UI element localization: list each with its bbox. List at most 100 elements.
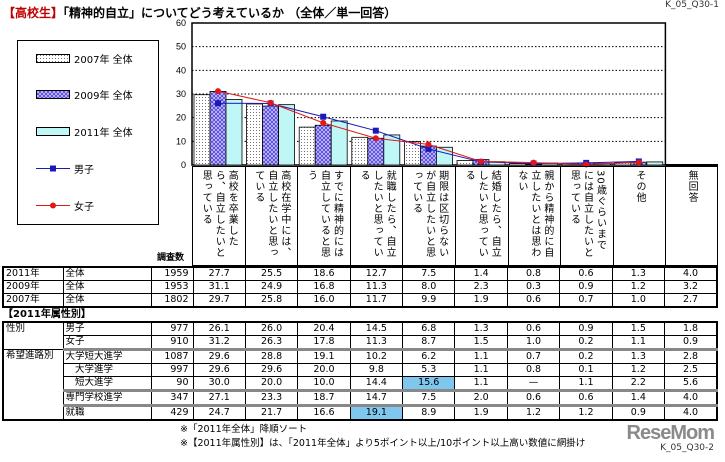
bar-2007 xyxy=(456,160,474,166)
title-tag: 【高校生】 xyxy=(3,6,64,20)
female-point xyxy=(215,88,221,95)
value-cell: 1.5 xyxy=(454,335,508,350)
category-label-cell: 高校在学中には、自立したいと思っている xyxy=(244,166,298,266)
bar-2011 xyxy=(646,161,664,166)
value-cell: 15.6 xyxy=(402,376,456,391)
bar-2009-swatch-icon xyxy=(36,90,70,99)
legend-label: 女子 xyxy=(74,202,94,213)
table-row: 2009年 全体 1953 31.1 24.9 16.8 11.3 8.0 2.3 0.3 0.9 1… xyxy=(2,280,718,294)
legend-label: 男子 xyxy=(74,165,94,176)
bar-2011 xyxy=(278,104,296,166)
value-cell: 1.0 xyxy=(506,335,561,350)
value-cell: 6.8 xyxy=(402,321,456,336)
value-cell: 0.6 xyxy=(506,293,561,308)
value-cell: 11.7 xyxy=(349,293,404,308)
value-cell: 23.3 xyxy=(244,389,299,406)
brand: ReseMom K_05_Q30-2 xyxy=(627,423,715,453)
value-cell: 26.3 xyxy=(244,335,299,350)
male-point xyxy=(372,127,379,134)
table-row: 希望進路別 大学短大進学 1087 29.6 28.8 19.1 10.2 6.2 1.1 0.7… xyxy=(2,348,718,420)
female-point xyxy=(372,135,379,142)
female-point xyxy=(478,158,484,165)
category-label: 結婚したら、自立したいと思っている xyxy=(463,170,501,258)
bar-2011 xyxy=(383,134,401,166)
value-cell: 8.7 xyxy=(402,335,456,350)
row-group: 性別 xyxy=(2,322,64,350)
bar-2009 xyxy=(314,124,332,166)
table-row: 女子 910 31.2 26.3 17.8 11.3 8.7 1.5 1.0 0.2 1.1 0.9 xyxy=(3,335,718,350)
male-point xyxy=(425,145,432,152)
value-cell: 1.2 xyxy=(611,363,666,377)
value-cell: 2.2 xyxy=(611,376,666,391)
row-group: 全体 xyxy=(62,266,152,281)
value-cell: 18.6 xyxy=(297,266,351,281)
value-cell: 26.0 xyxy=(244,321,299,336)
value-cell: 1.8 xyxy=(664,321,718,336)
row-group: 全体 xyxy=(62,280,152,294)
value-cell: 0.6 xyxy=(559,389,613,406)
row-n: 347 xyxy=(150,389,194,406)
category-label: 親から精神的に自立したいとは思わない xyxy=(515,170,553,258)
value-cell: 25.8 xyxy=(244,293,299,308)
category-label-cell: その他 xyxy=(612,166,666,266)
n-header: 調査数 xyxy=(157,253,185,263)
value-cell: 0.9 xyxy=(664,335,718,350)
value-cell: 4.0 xyxy=(664,404,718,421)
value-cell: 1.1 xyxy=(611,335,666,350)
value-cell: 25.5 xyxy=(244,266,299,281)
row-group: 全体 xyxy=(62,293,152,308)
row-label: 女子 xyxy=(62,335,152,350)
row-n: 977 xyxy=(150,321,194,336)
value-cell: 1.3 xyxy=(454,321,508,336)
row-label: 大学進学 xyxy=(62,363,152,377)
value-cell: 10.2 xyxy=(349,348,404,364)
value-cell: 0.9 xyxy=(611,404,666,421)
value-cell: 16.0 xyxy=(297,293,351,308)
category-labels: 高校を卒業したら、自立したいと思っている 高校在学中には、自立したいと思っているす… xyxy=(192,166,718,266)
value-cell: 1.1 xyxy=(454,376,508,391)
y-tick-label: 60 xyxy=(176,18,186,28)
slide-code-top: K_05_Q30-1 xyxy=(665,0,719,10)
row-n: 90 xyxy=(150,376,194,391)
value-cell: 24.9 xyxy=(244,280,299,294)
table-row: 大学進学 997 29.6 29.6 20.0 9.8 5.3 1.1 0.8 0.1 1.2 2.5 xyxy=(3,363,718,377)
value-cell: 9.8 xyxy=(349,363,404,377)
value-cell: 1.9 xyxy=(454,404,508,421)
row-n: 1802 xyxy=(150,293,194,308)
value-cell: 0.9 xyxy=(559,321,613,336)
value-cell: 14.4 xyxy=(349,376,404,391)
y-tick-label: 10 xyxy=(176,136,186,146)
value-cell: 17.8 xyxy=(297,335,351,350)
row-group: 希望進路別 xyxy=(2,349,64,420)
bar-2007 xyxy=(193,94,211,166)
value-cell: 11.3 xyxy=(349,280,404,294)
table-row: 2011年 全体 1959 27.7 25.5 18.6 12.7 7.5 1.4 0.8 0.6 1… xyxy=(2,266,718,281)
page-title: 【高校生】「精神的自立」についてどう考えているか （全体／単一回答） xyxy=(3,4,396,21)
table-row: 性別 男子 977 26.1 26.0 20.4 14.5 6.8 1.3 0.6 0.9 1.5 1.… xyxy=(2,321,718,350)
category-label-cell: 高校を卒業したら、自立したいと思っている xyxy=(192,166,245,266)
category-label: 高校在学中には、自立したいと思っている xyxy=(252,170,290,258)
slide-code-bottom: K_05_Q30-2 xyxy=(660,443,714,453)
row-year: 2007年 xyxy=(2,293,64,308)
legend-label: 2009年 全体 xyxy=(74,91,133,102)
bar-2011 xyxy=(225,99,243,166)
category-label: すでに精神的には自立していると思う xyxy=(305,170,343,258)
legend-label: 2011年 全体 xyxy=(74,128,133,139)
notes: ※「2011年全体」降順ソート ※【2011年属性別】は、「2011年全体」より… xyxy=(180,423,585,453)
row-label: 就職 xyxy=(62,404,152,421)
value-cell: 26.1 xyxy=(192,321,246,336)
category-label-cell: 親から精神的に自立したいとは思わない xyxy=(507,166,561,266)
row-n: 429 xyxy=(150,404,194,421)
value-cell: 16.8 xyxy=(297,280,351,294)
value-cell: 28.8 xyxy=(244,348,299,364)
value-cell: 4.0 xyxy=(664,266,718,281)
value-cell: 3.2 xyxy=(664,280,718,294)
tables-section: 2011年 全体 1959 27.7 25.5 18.6 12.7 7.5 1.4 0.8 0.6 1… xyxy=(2,266,718,453)
value-cell: 20.4 xyxy=(297,321,351,336)
value-cell: 19.1 xyxy=(297,348,351,364)
male-line-marker-icon xyxy=(36,165,70,172)
chart-legend: 2007年 全体 2009年 全体 2011年 全体 男子 女子 xyxy=(17,40,159,225)
category-label: 就職したら、自立したいと思っている xyxy=(358,170,396,258)
value-cell: 1.1 xyxy=(559,376,613,391)
y-tick-label: 30 xyxy=(176,89,186,99)
